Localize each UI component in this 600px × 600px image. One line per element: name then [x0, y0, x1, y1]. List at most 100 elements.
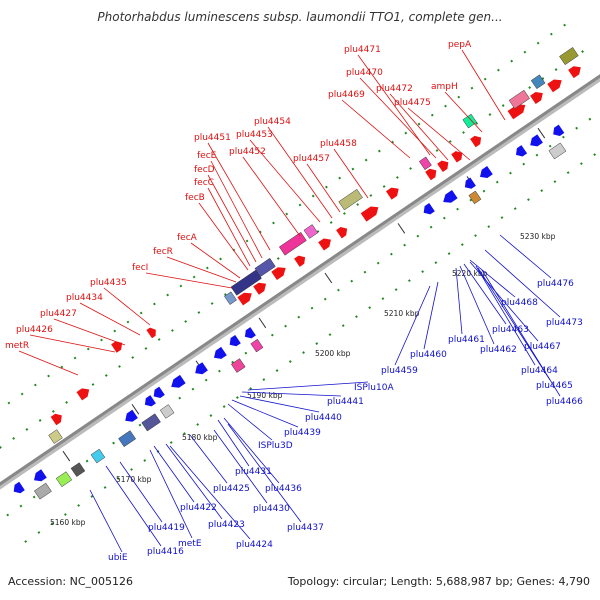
scale-tick [131, 403, 140, 415]
reverse-gene-arrow [125, 409, 138, 422]
leader-line [247, 381, 369, 391]
reverse-gene-arrow [13, 481, 25, 494]
gene-feature-box [303, 224, 319, 239]
leader-line [213, 429, 268, 504]
leader-line [306, 163, 341, 213]
gene-label-plu4453: plu4453 [236, 130, 273, 140]
scale-tick-label: 5230 kbp [520, 232, 556, 241]
gene-label-fecA: fecA [177, 233, 198, 243]
gene-feature-box [559, 47, 579, 66]
reverse-gene-arrow [34, 469, 47, 482]
track-dots-3 [24, 149, 600, 543]
gene-label-plu4425: plu4425 [213, 484, 250, 494]
scale-tick [258, 317, 267, 329]
leader-line [198, 202, 249, 271]
reverse-gene-arrow [144, 395, 156, 407]
leader-line [166, 256, 237, 283]
gene-label-plu4467: plu4467 [524, 342, 561, 352]
reverse-gene-arrow [244, 327, 256, 339]
forward-gene-arrow [470, 135, 482, 148]
gene-label-plu4416: plu4416 [147, 547, 184, 557]
reverse-gene-arrow [229, 335, 241, 347]
forward-gene-arrow [507, 104, 526, 120]
gene-feature-box [508, 89, 530, 109]
forward-gene-arrow [76, 388, 90, 401]
gene-label-plu4431: plu4431 [235, 467, 272, 477]
reverse-gene-arrow [443, 190, 458, 203]
leader-line [241, 391, 342, 397]
forward-gene-arrow [568, 66, 581, 79]
gene-label-plu4469: plu4469 [328, 90, 365, 100]
gene-label-plu4466: plu4466 [546, 397, 583, 407]
leader-line [217, 419, 250, 467]
scale-tick-label: 5200 kbp [315, 349, 351, 358]
gene-label-fecB: fecB [185, 193, 205, 203]
leader-line [407, 107, 471, 161]
forward-gene-arrow [336, 227, 348, 239]
leader-line [394, 285, 431, 366]
leader-line [119, 461, 163, 523]
forward-gene-arrow [451, 151, 463, 163]
leader-line [481, 269, 561, 397]
scale-tick [397, 223, 406, 234]
gene-feature-box [278, 231, 307, 256]
scale-tick-label: 5180 kbp [182, 433, 218, 442]
leader-line [242, 156, 301, 237]
scale-tick-label: 5210 kbp [384, 309, 420, 318]
backbone-line [0, 74, 600, 486]
gene-label-plu4451: plu4451 [194, 133, 231, 143]
leader-line [153, 445, 195, 503]
forward-gene-arrow [360, 206, 379, 222]
leader-line [459, 265, 495, 345]
gene-label-plu4475: plu4475 [394, 98, 431, 108]
leader-line [359, 77, 437, 159]
leader-line [239, 395, 320, 413]
leader-line [227, 423, 302, 523]
leader-line [341, 99, 411, 159]
forward-gene-arrow [530, 92, 543, 104]
gene-label-plu4471: plu4471 [344, 45, 381, 55]
leader-line [463, 263, 507, 325]
gene-label-plu4458: plu4458 [320, 139, 357, 149]
gene-label-plu4452: plu4452 [229, 147, 266, 157]
scale-tick-label: 5160 kbp [50, 518, 86, 527]
reverse-gene-arrow [480, 166, 493, 178]
leader-line [475, 265, 536, 366]
genome-summary-text: Topology: circular; Length: 5,688,987 bp… [287, 575, 590, 588]
leader-line [227, 403, 273, 441]
gene-label-plu4423: plu4423 [208, 520, 245, 530]
leader-line [484, 249, 561, 318]
gene-label-plu4439: plu4439 [284, 428, 321, 438]
gene-label-plu4457: plu4457 [293, 154, 330, 164]
forward-gene-arrow [318, 238, 331, 251]
scale-tick [537, 127, 546, 139]
leader-line [207, 187, 251, 267]
leader-line [190, 242, 241, 279]
forward-gene-arrow [547, 79, 562, 93]
gene-label-plu4440: plu4440 [305, 413, 342, 423]
gene-label-plu4472: plu4472 [376, 84, 413, 94]
forward-gene-arrow [253, 282, 266, 295]
gene-feature-box [33, 482, 52, 500]
gene-label-ISPlu3D: ISPlu3D [258, 441, 293, 451]
gene-label-fecI: fecI [132, 263, 148, 273]
leader-line [444, 91, 483, 133]
leader-line [231, 399, 299, 428]
gene-feature-box [338, 188, 363, 211]
scale-tick-label: 5220 kbp [452, 269, 488, 278]
leader-line [461, 49, 506, 121]
scale-tick-label: 5190 kbp [247, 391, 283, 400]
gene-label-plu4441: plu4441 [327, 397, 364, 407]
gene-label-fecR: fecR [153, 247, 173, 257]
leader-line [249, 139, 321, 223]
leader-line [29, 334, 116, 353]
forward-gene-arrow [294, 255, 306, 267]
gene-label-plu4460: plu4460 [410, 350, 447, 360]
leader-line [89, 489, 123, 553]
gene-label-plu4427: plu4427 [40, 309, 77, 319]
reverse-gene-arrow [553, 124, 565, 136]
gene-label-plu4435: plu4435 [90, 278, 127, 288]
gene-feature-box [70, 462, 86, 477]
gene-feature-box [418, 156, 432, 171]
